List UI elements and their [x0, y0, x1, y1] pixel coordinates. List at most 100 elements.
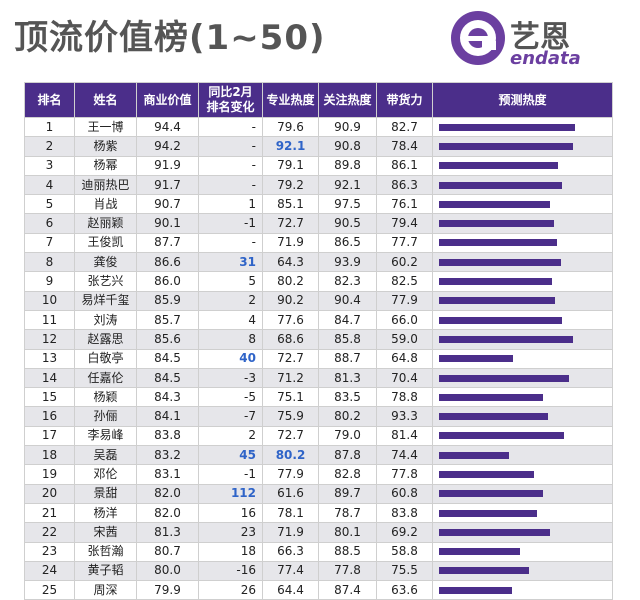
name-cell: 孙俪	[74, 406, 137, 427]
name-cell: 张哲瀚	[74, 541, 137, 562]
table-row: 24 黄子韬 80.0 -16 77.4 77.8 75.5	[24, 560, 613, 582]
rank-cell: 5	[24, 194, 75, 215]
rank-change-cell: -5	[198, 387, 263, 408]
table-row: 18 吴磊 83.2 45 80.2 87.8 74.4	[24, 445, 613, 466]
rank-cell: 9	[24, 271, 75, 292]
table-row: 22 宋茜 81.3 23 71.9 80.1 69.2	[24, 522, 613, 543]
professional-heat-cell: 75.1	[262, 387, 319, 408]
attention-heat-cell: 77.8	[318, 560, 377, 582]
commercial-value-cell: 84.5	[136, 348, 199, 369]
rank-change-cell: 31	[198, 252, 263, 273]
name-cell: 宋茜	[74, 522, 137, 543]
rank-change-cell: 5	[198, 271, 263, 292]
sales-power-cell: 82.7	[376, 116, 433, 138]
ranking-table: 排名 姓名 商业价值 同比2月 排名变化 专业热度 关注热度 带货力 预测热度 …	[24, 82, 613, 600]
name-cell: 吴磊	[74, 445, 137, 466]
professional-heat-cell: 77.9	[262, 464, 319, 485]
rank-change-cell: 18	[198, 541, 263, 562]
sales-power-cell: 77.8	[376, 464, 433, 485]
rank-change-cell: -	[198, 116, 263, 138]
rank-change-cell: -	[198, 232, 263, 254]
attention-heat-cell: 80.1	[318, 522, 377, 543]
professional-heat-cell: 75.9	[262, 406, 319, 427]
rank-cell: 2	[24, 136, 75, 157]
forecast-heat-cell	[432, 194, 613, 215]
forecast-heat-cell	[432, 213, 613, 234]
commercial-value-cell: 83.1	[136, 464, 199, 485]
commercial-value-cell: 90.1	[136, 213, 199, 234]
forecast-heat-cell	[432, 348, 613, 369]
rank-cell: 20	[24, 483, 75, 504]
commercial-value-cell: 82.0	[136, 502, 199, 524]
sales-power-cell: 70.4	[376, 367, 433, 389]
forecast-heat-cell	[432, 560, 613, 582]
forecast-heat-cell	[432, 174, 613, 196]
forecast-heat-cell	[432, 232, 613, 254]
sales-power-cell: 76.1	[376, 194, 433, 215]
logo-english-text: endata	[510, 48, 581, 69]
commercial-value-cell: 84.1	[136, 406, 199, 427]
forecast-heat-cell	[432, 271, 613, 292]
professional-heat-cell: 64.4	[262, 580, 319, 600]
rank-cell: 13	[24, 348, 75, 369]
attention-heat-cell: 83.5	[318, 387, 377, 408]
attention-heat-cell: 88.7	[318, 348, 377, 369]
sales-power-cell: 78.4	[376, 136, 433, 157]
rank-cell: 15	[24, 387, 75, 408]
attention-heat-cell: 89.7	[318, 483, 377, 504]
attention-heat-cell: 85.8	[318, 329, 377, 350]
table-row: 9 张艺兴 86.0 5 80.2 82.3 82.5	[24, 271, 613, 292]
forecast-heat-cell	[432, 155, 613, 176]
table-row: 16 孙俪 84.1 -7 75.9 80.2 93.3	[24, 406, 613, 427]
table-row: 25 周深 79.9 26 64.4 87.4 63.6	[24, 580, 613, 600]
table-row: 1 王一博 94.4-79.6 90.9 82.7	[24, 116, 613, 138]
name-cell: 景甜	[74, 483, 137, 504]
forecast-heat-bar	[439, 142, 573, 150]
rank-cell: 18	[24, 445, 75, 466]
sales-power-cell: 75.5	[376, 560, 433, 582]
name-cell: 龚俊	[74, 252, 137, 273]
name-cell: 赵丽颖	[74, 213, 137, 234]
brand-logo: 艺恩 endata	[448, 8, 628, 69]
sales-power-cell: 59.0	[376, 329, 433, 350]
table-row: 19 邓伦 83.1 -1 77.9 82.8 77.8	[24, 464, 613, 485]
forecast-heat-cell	[432, 406, 613, 427]
rank-cell: 3	[24, 155, 75, 176]
forecast-heat-cell	[432, 329, 613, 350]
forecast-heat-bar	[439, 470, 534, 478]
forecast-heat-bar	[439, 509, 537, 517]
forecast-heat-cell	[432, 483, 613, 504]
table-row: 11 刘涛 85.7 4 77.6 84.7 66.0	[24, 309, 613, 331]
professional-heat-cell: 72.7	[262, 348, 319, 369]
header-attention-heat: 关注热度	[318, 82, 377, 118]
commercial-value-cell: 87.7	[136, 232, 199, 254]
rank-change-cell: 4	[198, 309, 263, 331]
forecast-heat-bar	[439, 335, 573, 343]
sales-power-cell: 63.6	[376, 580, 433, 600]
forecast-heat-bar	[439, 490, 543, 498]
rank-change-cell: 40	[198, 348, 263, 369]
table-row: 7 王俊凯 87.7-71.9 86.5 77.7	[24, 232, 613, 254]
commercial-value-cell: 85.9	[136, 290, 199, 311]
forecast-heat-bar	[439, 355, 513, 363]
forecast-heat-bar	[439, 162, 558, 170]
attention-heat-cell: 90.4	[318, 290, 377, 311]
sales-power-cell: 77.7	[376, 232, 433, 254]
rank-cell: 1	[24, 116, 75, 138]
table-row: 10 易烊千玺 85.9 2 90.2 90.4 77.9	[24, 290, 613, 311]
rank-change-cell: 2	[198, 425, 263, 447]
rank-change-cell: -1	[198, 213, 263, 234]
sales-power-cell: 93.3	[376, 406, 433, 427]
forecast-heat-cell	[432, 541, 613, 562]
commercial-value-cell: 91.7	[136, 174, 199, 196]
table-row: 20 景甜 82.0 112 61.6 89.7 60.8	[24, 483, 613, 504]
name-cell: 张艺兴	[74, 271, 137, 292]
attention-heat-cell: 80.2	[318, 406, 377, 427]
header-forecast-heat: 预测热度	[432, 82, 613, 118]
attention-heat-cell: 93.9	[318, 252, 377, 273]
forecast-heat-bar	[439, 278, 552, 286]
rank-cell: 8	[24, 252, 75, 273]
professional-heat-cell: 72.7	[262, 425, 319, 447]
rank-change-cell: 1	[198, 194, 263, 215]
forecast-heat-cell	[432, 116, 613, 138]
